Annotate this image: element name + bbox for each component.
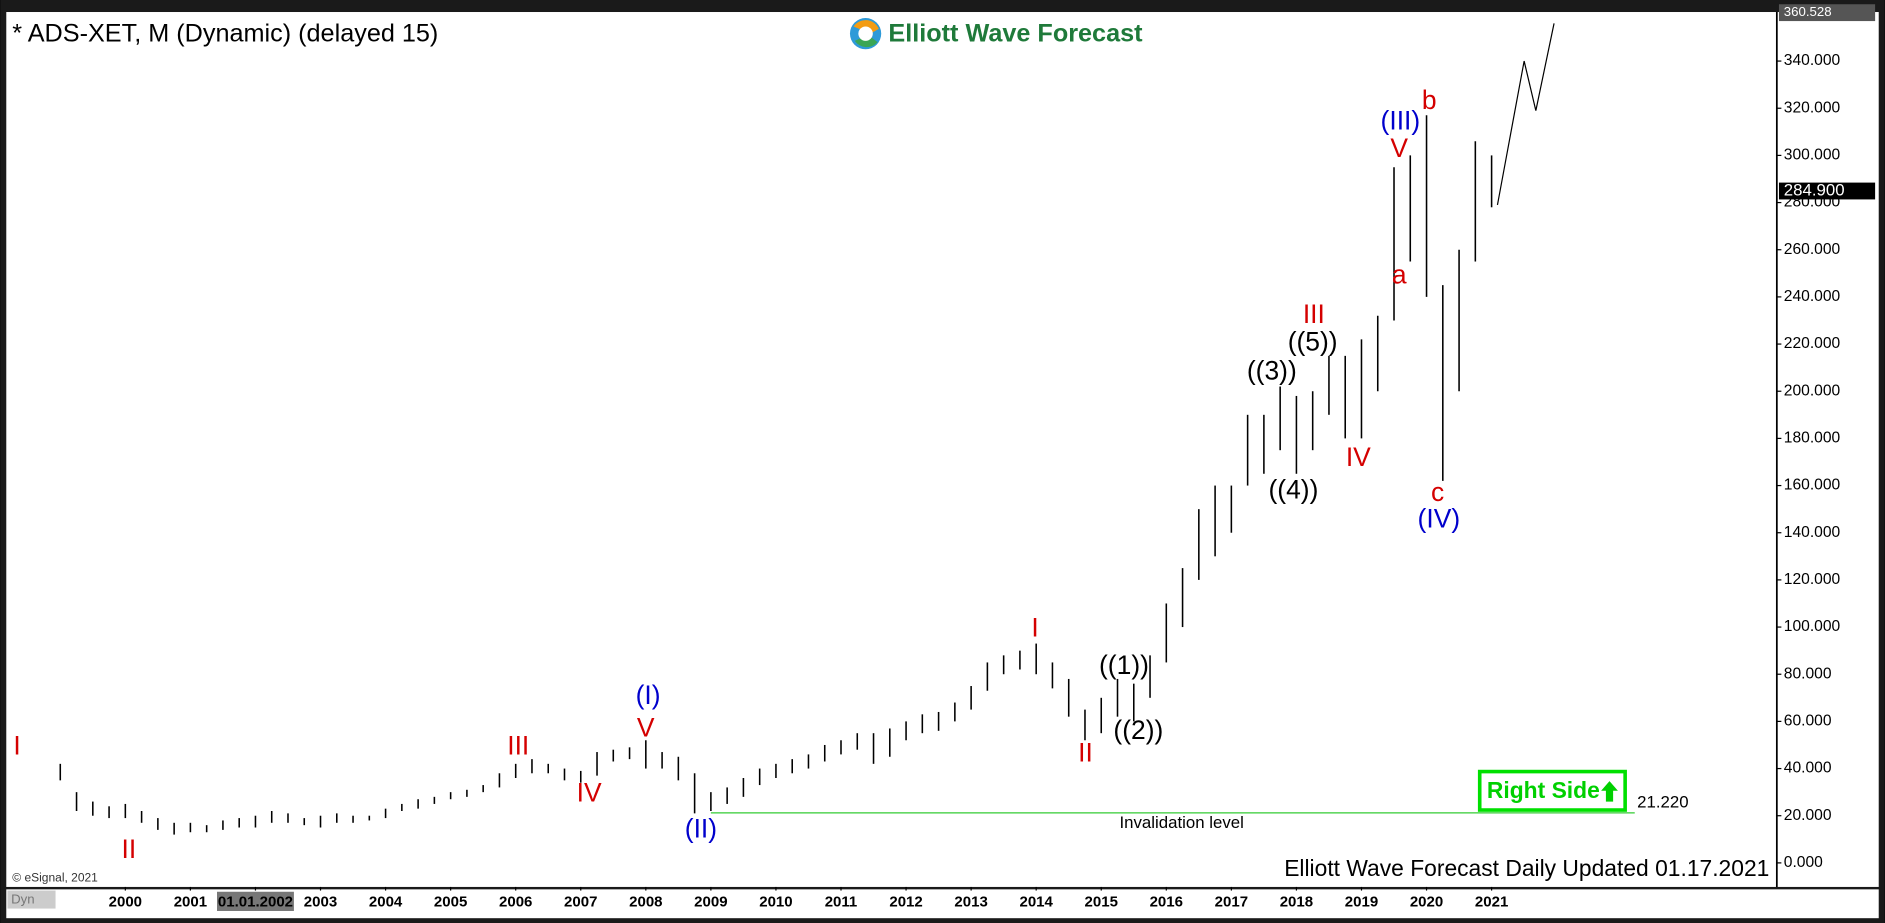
wave-label: (III) [1381, 106, 1421, 136]
x-tick-label: 2013 [954, 894, 987, 911]
y-tick-label: 140.000 [1784, 524, 1841, 541]
x-tick-label: 2000 [109, 894, 142, 911]
y-tick-label: 20.000 [1784, 807, 1832, 824]
y-tick-label: 220.000 [1784, 335, 1841, 352]
y-tick-label: 120.000 [1784, 571, 1841, 588]
x-axis-area [6, 889, 1879, 919]
x-tick-label: 2019 [1345, 894, 1378, 911]
wave-label: ((1)) [1099, 650, 1149, 680]
corner-tag-box [7, 890, 56, 909]
last-price-tag: 284.900 [1784, 180, 1845, 199]
badge-box [1477, 769, 1627, 812]
x-tick-highlight [217, 891, 294, 911]
badge: Right Side [1477, 769, 1627, 812]
y-tick-label: 320.000 [1784, 99, 1841, 116]
x-tick-label: 2011 [825, 894, 858, 911]
x-tick-label: 2010 [759, 894, 792, 911]
x-tick-label: 2005 [434, 894, 467, 911]
wave-label: III [1303, 299, 1325, 329]
wave-label: c [1431, 477, 1444, 507]
logo-icon [858, 26, 873, 41]
title: * ADS-XET, M (Dynamic) (delayed 15) [12, 20, 438, 48]
high-tag: 360.528 [1784, 4, 1832, 19]
invalidation-text: Invalidation level [1120, 813, 1244, 832]
y-axis-area [1777, 12, 1879, 887]
y-tick-label: 340.000 [1784, 52, 1841, 69]
wave-label: V [1390, 133, 1408, 163]
x-tick-label: 2004 [369, 894, 403, 911]
x-tick-label: 2018 [1280, 894, 1313, 911]
footer: Elliott Wave Forecast Daily Updated 01.1… [1284, 855, 1769, 881]
wave-label: ((3)) [1247, 356, 1297, 386]
wave-label: (II) [685, 813, 717, 843]
y-tick-label: 300.000 [1784, 147, 1841, 164]
wave-label: I [13, 731, 20, 761]
x-tick-label: 2012 [889, 894, 922, 911]
wave-label: II [1078, 738, 1093, 768]
x-tick-label: 2021 [1475, 894, 1508, 911]
y-tick-label: 180.000 [1784, 430, 1841, 447]
logo-icon [854, 34, 878, 48]
y-tick-label: 160.000 [1784, 477, 1841, 494]
badge-text: Right Side [1487, 777, 1600, 803]
y-tick-label: 240.000 [1784, 288, 1841, 305]
wave-label: V [637, 712, 655, 742]
wave-label: IV [577, 777, 602, 807]
brand: Elliott Wave Forecast [888, 20, 1143, 48]
x-tick-label: 2006 [499, 894, 532, 911]
high-tag-box [1778, 4, 1876, 22]
x-tick-label: 2007 [564, 894, 597, 911]
y-tick-label: 0.000 [1784, 854, 1823, 871]
wave-label: I [1031, 613, 1038, 643]
wave-label: a [1392, 259, 1407, 289]
x-tick-label: 2016 [1150, 894, 1183, 911]
y-tick-label: 60.000 [1784, 713, 1832, 730]
wave-label: ((4)) [1268, 475, 1318, 505]
y-tick-label: 260.000 [1784, 241, 1841, 258]
y-tick-label: 80.000 [1784, 665, 1832, 682]
wave-label: II [122, 834, 137, 864]
wave-label: b [1422, 85, 1437, 115]
x-tick-label: 2009 [694, 894, 727, 911]
corner-tag: Dyn [11, 892, 35, 907]
logo [849, 18, 882, 50]
y-tick-label: 200.000 [1784, 382, 1841, 399]
x-tick-label: 2003 [304, 894, 337, 911]
y-tick-label: 100.000 [1784, 618, 1841, 635]
last-price-tag-box [1778, 182, 1876, 200]
copyright: © eSignal, 2021 [12, 871, 98, 885]
invalidation-value: 21.220 [1637, 793, 1688, 812]
badge-arrow [1601, 781, 1618, 802]
wave-label: (I) [636, 680, 661, 710]
x-tick-label: 2020 [1410, 894, 1443, 911]
x-tick-label: 2017 [1215, 894, 1248, 911]
wave-label: ((2)) [1113, 715, 1163, 745]
plot-area [6, 12, 1777, 887]
projection-line [1496, 23, 1555, 206]
x-tick-label: 2008 [629, 894, 662, 911]
wave-label: III [507, 731, 529, 761]
wave-label: (IV) [1418, 503, 1461, 533]
y-tick-label: 40.000 [1784, 760, 1832, 777]
x-tick-label: 01.01.2002 [218, 894, 293, 911]
x-tick-label: 2001 [174, 894, 207, 911]
wave-label: IV [1346, 442, 1371, 472]
wave-label: ((5)) [1288, 327, 1338, 357]
x-tick-label: 2014 [1019, 894, 1053, 911]
x-tick-label: 2015 [1085, 894, 1118, 911]
